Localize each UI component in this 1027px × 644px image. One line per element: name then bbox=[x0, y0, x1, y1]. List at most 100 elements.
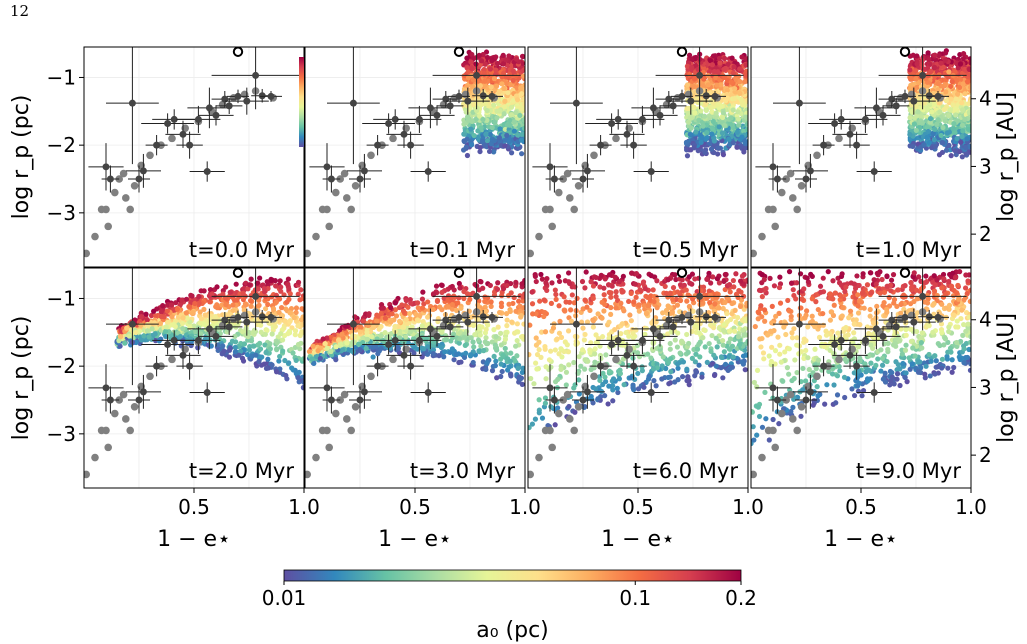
sim-point bbox=[522, 95, 525, 102]
sim-point bbox=[414, 317, 421, 323]
sim-point bbox=[261, 289, 268, 295]
obs-point bbox=[400, 130, 408, 138]
sim-point bbox=[258, 322, 264, 328]
sim-point bbox=[513, 279, 519, 285]
sim-point bbox=[198, 288, 204, 294]
xtick-label: 0.5 bbox=[178, 495, 210, 519]
sim-point bbox=[253, 352, 259, 358]
sim-point bbox=[276, 358, 282, 364]
ytick-label: −2 bbox=[47, 133, 76, 157]
sim-point bbox=[229, 338, 235, 344]
sim-point bbox=[946, 142, 952, 149]
sim-point bbox=[297, 346, 303, 352]
sim-point bbox=[964, 136, 970, 142]
panel-frame bbox=[83, 46, 305, 268]
obs-point bbox=[327, 175, 335, 183]
sim-point bbox=[462, 342, 468, 349]
sim-point bbox=[293, 318, 300, 324]
sim-point bbox=[517, 303, 523, 309]
sim-point bbox=[158, 313, 164, 320]
sim-point bbox=[955, 65, 961, 71]
sim-point bbox=[301, 296, 304, 302]
sim-point bbox=[293, 357, 299, 364]
sim-point bbox=[476, 52, 482, 58]
reference-point bbox=[899, 46, 911, 57]
sim-point bbox=[928, 68, 934, 74]
sim-point bbox=[483, 326, 489, 333]
sim-point bbox=[915, 109, 921, 115]
sim-point bbox=[282, 357, 288, 364]
sim-point bbox=[488, 299, 494, 305]
sim-point bbox=[502, 345, 508, 352]
sim-point bbox=[950, 125, 956, 131]
sim-point bbox=[209, 291, 215, 297]
sim-point bbox=[451, 287, 457, 293]
sim-point bbox=[683, 139, 690, 145]
sim-point bbox=[274, 340, 280, 346]
sim-point bbox=[704, 129, 710, 136]
sim-point bbox=[421, 301, 427, 307]
sim-point bbox=[506, 364, 512, 370]
panel-frame bbox=[304, 46, 526, 268]
sim-point bbox=[915, 79, 922, 86]
inset-colorbar bbox=[299, 57, 304, 147]
obs-point bbox=[702, 92, 710, 100]
sim-point bbox=[392, 307, 399, 313]
sim-point bbox=[498, 300, 505, 306]
sim-point bbox=[513, 85, 520, 91]
obs-point bbox=[243, 97, 251, 105]
sim-point bbox=[289, 365, 295, 371]
obs-point bbox=[892, 102, 900, 110]
sim-point bbox=[467, 105, 473, 112]
sim-point bbox=[744, 126, 748, 133]
sim-point bbox=[693, 129, 699, 135]
sim-point bbox=[285, 276, 292, 282]
sim-point bbox=[489, 368, 496, 374]
grey-point bbox=[146, 151, 154, 160]
sim-point bbox=[966, 109, 971, 115]
sim-point bbox=[959, 100, 965, 106]
obs-point bbox=[252, 292, 260, 300]
sim-point bbox=[487, 131, 493, 138]
sim-point bbox=[937, 109, 943, 115]
sim-point bbox=[264, 279, 270, 285]
sim-point bbox=[146, 334, 152, 340]
sim-point bbox=[290, 350, 296, 356]
sim-point bbox=[522, 82, 525, 88]
sim-point bbox=[711, 68, 718, 75]
sim-point bbox=[263, 350, 269, 356]
sim-point bbox=[457, 336, 463, 342]
sim-point bbox=[240, 296, 247, 303]
sim-point bbox=[488, 303, 494, 309]
obs-point bbox=[669, 102, 677, 110]
sim-point bbox=[509, 319, 515, 325]
sim-point bbox=[691, 145, 697, 151]
sim-point bbox=[494, 286, 501, 292]
sim-point bbox=[739, 100, 746, 106]
sim-point bbox=[968, 99, 971, 105]
obs-point bbox=[795, 99, 803, 107]
sim-point bbox=[488, 84, 494, 90]
sim-point bbox=[280, 348, 286, 354]
sim-point bbox=[477, 148, 483, 155]
sim-point bbox=[464, 55, 470, 61]
sim-point bbox=[728, 79, 734, 85]
sim-point bbox=[295, 375, 301, 381]
sim-point bbox=[721, 122, 728, 129]
sim-point bbox=[409, 324, 415, 330]
sim-point bbox=[363, 345, 369, 351]
sim-point bbox=[360, 340, 366, 346]
sim-point bbox=[517, 376, 523, 382]
sim-point bbox=[473, 61, 479, 67]
sim-point bbox=[503, 311, 510, 317]
sim-point bbox=[151, 308, 157, 314]
sim-point bbox=[232, 349, 238, 355]
sim-point bbox=[476, 98, 482, 104]
sim-point bbox=[914, 61, 920, 67]
ylabel-left: log r_p (pc) bbox=[9, 95, 34, 220]
sim-point bbox=[456, 280, 462, 287]
obs-point bbox=[711, 92, 719, 100]
sim-point bbox=[291, 315, 297, 321]
sim-point bbox=[300, 321, 304, 328]
